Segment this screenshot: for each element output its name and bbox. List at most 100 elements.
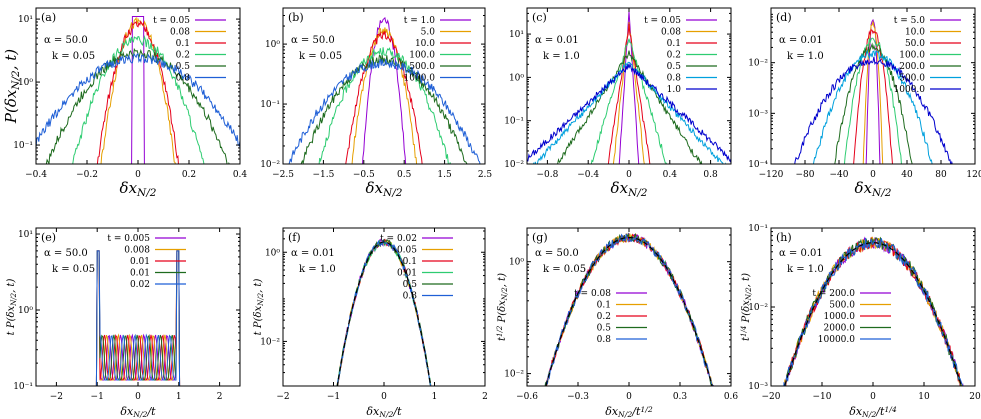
x-tick-label: 0: [381, 392, 387, 402]
series-line-c-1: [612, 21, 645, 164]
x-tick-label: −0.3: [567, 392, 589, 402]
legend-label: 0.1: [667, 39, 681, 49]
legend-label: 0.01: [397, 269, 417, 279]
y-tick-label: 10⁻²: [260, 160, 280, 170]
legend-label: 0.2: [667, 51, 681, 61]
legend-label: 5.0: [421, 28, 436, 38]
x-axis-label: δxN/2: [366, 179, 403, 199]
param-label: k = 1.0: [787, 264, 824, 275]
y-tick-label: 10⁻¹: [13, 382, 33, 392]
series-line-e-1: [95, 250, 181, 386]
series-group: [544, 232, 714, 386]
legend-label: 10000.0: [818, 335, 855, 345]
legend-label: 0.08: [661, 28, 681, 38]
panel-e: −2 −1 0 1 2 10⁻¹ 10⁰ 10¹ (e) α = 50.0 k = 0.05 t = …: [6, 227, 241, 419]
y-tick-label: 10⁻²: [748, 303, 768, 313]
x-tick-label: −2: [50, 392, 63, 402]
param-label: α = 50.0: [291, 35, 335, 46]
panel-tag: (g): [532, 231, 548, 244]
x-tick-label: 0: [870, 392, 876, 402]
x-tick-label: −2.5: [272, 170, 294, 180]
x-tick-label: 1.5: [437, 170, 452, 180]
param-label: k = 1.0: [299, 264, 336, 275]
x-tick-label: 0: [626, 170, 632, 180]
series-line-d-2: [853, 29, 893, 164]
x-tick-label: −1.5: [312, 170, 334, 180]
series-line-f-4: [337, 238, 432, 386]
legend-label: t = 0.08: [574, 289, 611, 299]
x-tick-label: −1: [327, 392, 340, 402]
param-label: α = 0.01: [779, 35, 823, 46]
y-axis-label: t P(δxN/2, t): [253, 279, 265, 336]
x-tick-label: −0.8: [536, 170, 558, 180]
legend-label: t = 1.0: [404, 16, 435, 26]
y-axis-label: P(δxN/2, t): [2, 49, 22, 124]
series-line-g-2: [545, 233, 714, 386]
x-tick-label: 1: [432, 392, 438, 402]
series-line-b-0: [362, 16, 407, 164]
x-tick-label: 2: [217, 392, 223, 402]
legend-label: 0.1: [403, 257, 417, 267]
legend-label: 1.0: [667, 85, 682, 95]
legend-label: t = 0.05: [644, 16, 681, 26]
y-tick-label: 10⁻³: [748, 109, 768, 119]
legend-label: 0.5: [667, 62, 682, 72]
x-tick-label: 0: [870, 170, 876, 180]
param-label: α = 50.0: [44, 35, 88, 46]
legend-label: 100.0: [899, 51, 925, 61]
x-tick-label: 0.6: [724, 392, 739, 402]
panel-d: −120 −80 −40 0 40 80 120 10⁻⁴ 10⁻³ 10⁻² (d) α = 0.0…: [748, 7, 981, 199]
legend-label: 0.8: [597, 335, 612, 345]
y-tick-label: 10⁰: [18, 78, 33, 88]
series-line-a-0: [131, 16, 145, 164]
legend-label: 0.5: [597, 324, 612, 334]
legend-label: 500.0: [409, 62, 435, 72]
y-tick-label: 10⁻¹: [13, 141, 33, 151]
legend-label: 10.0: [415, 39, 435, 49]
x-tick-label: 0.3: [673, 392, 688, 402]
series-line-b-2: [345, 30, 423, 164]
y-tick-label: 10¹: [509, 30, 524, 40]
y-tick-label: 10⁰: [265, 40, 280, 50]
series-group: [336, 238, 432, 386]
x-axis-label: δxN/2: [611, 179, 648, 199]
param-label: k = 0.05: [543, 264, 586, 275]
legend-label: 50.0: [905, 39, 925, 49]
series-line-d-3: [843, 37, 902, 164]
legend-label: t = 0.02: [380, 234, 417, 244]
series-line-d-5: [812, 49, 933, 164]
series-line-d-4: [834, 42, 913, 164]
legend-label: 500.0: [829, 301, 855, 311]
x-tick-label: −10: [813, 392, 832, 402]
x-tick-label: 0.4: [233, 170, 248, 180]
series-line-b-3: [318, 47, 451, 164]
x-tick-label: 0: [135, 392, 141, 402]
x-tick-label: −40: [830, 170, 849, 180]
y-tick-label: 10¹: [18, 15, 33, 25]
reference-curve: [545, 237, 713, 386]
x-tick-label: 2.5: [478, 170, 493, 180]
y-tick-label: 10¹: [18, 230, 33, 240]
panel-h: −20 −10 0 10 20 10⁻³ 10⁻² 10⁻¹ (h) α = 0.01 k = 1.…: [740, 224, 981, 419]
legend-label: 0.1: [597, 301, 611, 311]
series-line-h-4: [783, 237, 964, 386]
series-line-g-4: [545, 233, 714, 386]
series-group: [288, 16, 481, 164]
x-axis-label: δxN/2/t: [120, 405, 156, 419]
x-tick-label: 0.4: [663, 170, 678, 180]
series-line-e-0: [95, 250, 181, 386]
series-group: [36, 16, 240, 164]
y-tick-label: 10⁰: [18, 306, 33, 316]
param-label: α = 0.01: [779, 248, 823, 259]
x-tick-label: 0.2: [182, 170, 196, 180]
series-line-b-4: [300, 54, 468, 164]
legend-label: t = 5.0: [894, 16, 925, 26]
y-axis-label: t P(δxN/2, t): [6, 279, 18, 336]
reference-curve: [783, 242, 963, 386]
y-tick-label: 10⁻²: [504, 370, 524, 380]
legend-label: 0.2: [176, 51, 190, 61]
legend-label: 1000.0: [404, 74, 436, 84]
param-label: α = 50.0: [535, 248, 579, 259]
x-tick-label: −0.4: [577, 170, 599, 180]
x-tick-label: −1: [91, 392, 104, 402]
